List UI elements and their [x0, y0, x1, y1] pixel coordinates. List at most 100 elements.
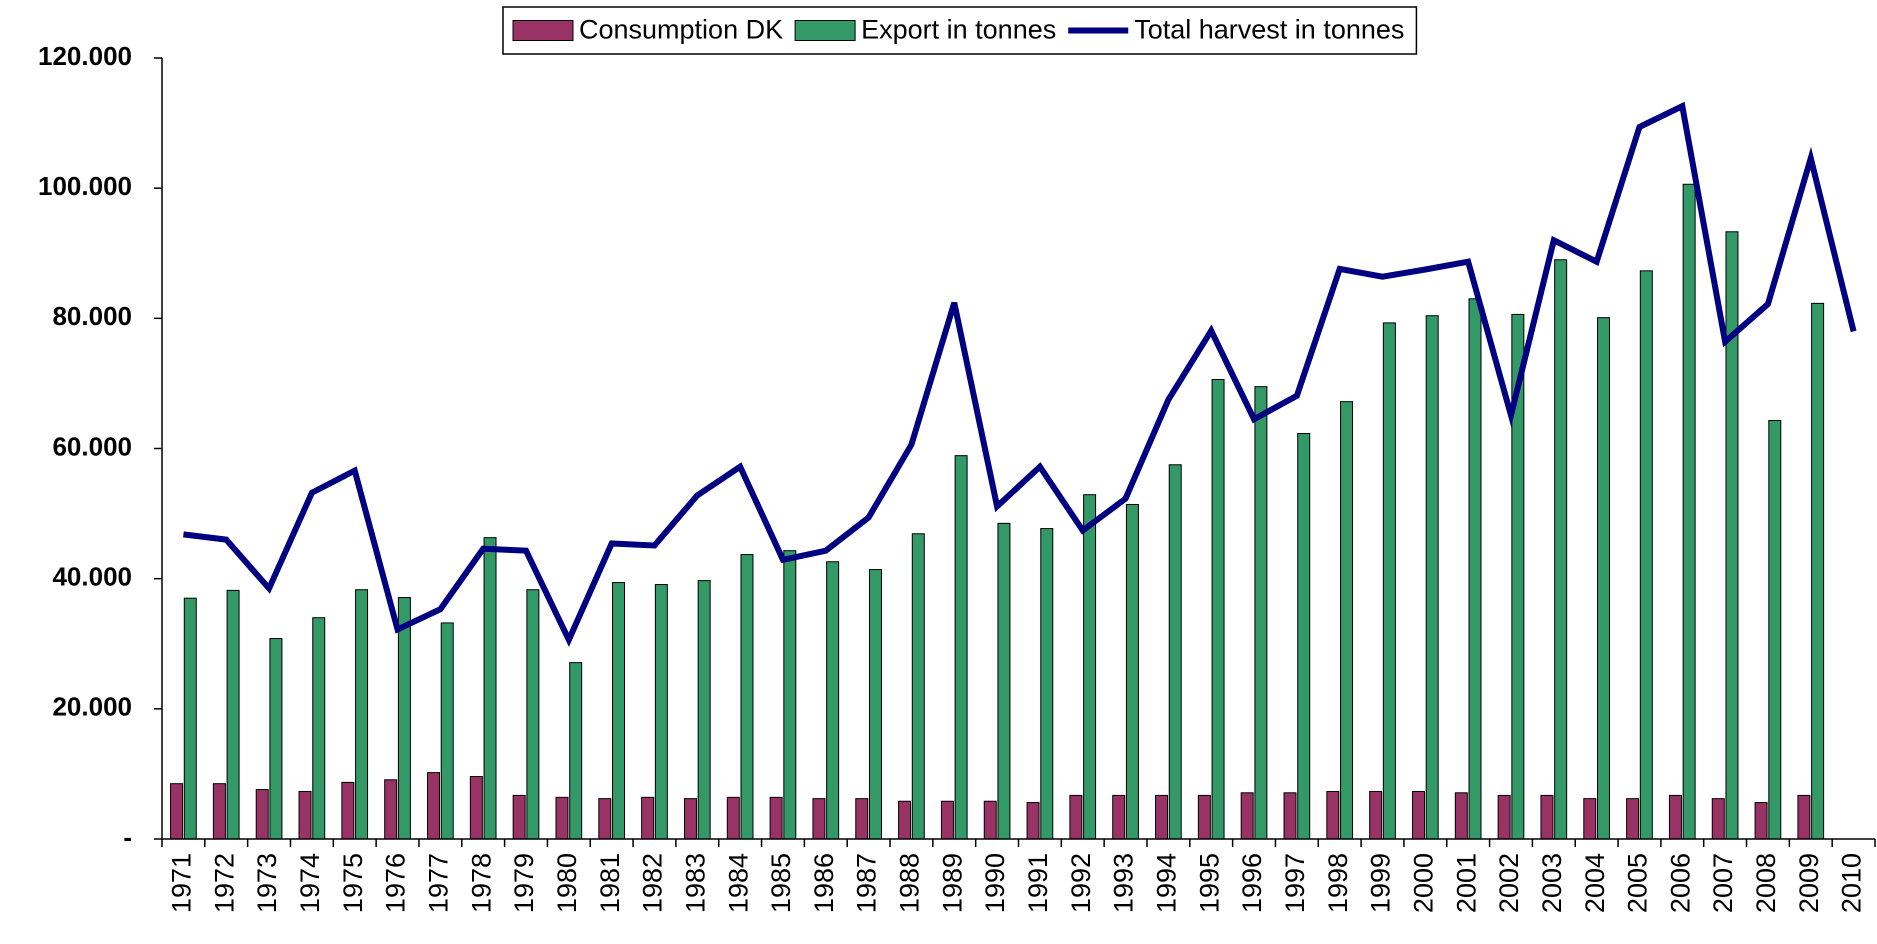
x-tick-label: 1979 — [509, 853, 539, 913]
bar — [1768, 420, 1782, 840]
bar — [1497, 794, 1511, 840]
x-tick-label: 1992 — [1066, 853, 1096, 913]
bar — [1725, 231, 1739, 840]
bar — [855, 798, 869, 840]
bar — [483, 537, 497, 840]
y-tick-label: 100.000 — [38, 171, 132, 201]
bar — [868, 569, 882, 840]
bar — [1682, 183, 1696, 840]
bar — [826, 561, 840, 840]
bar — [1554, 259, 1568, 840]
bar — [898, 800, 912, 840]
bar — [255, 789, 269, 840]
bar — [997, 522, 1011, 840]
x-tick-label: 1993 — [1109, 853, 1139, 913]
x-tick-label: 1980 — [552, 853, 582, 913]
bar — [740, 554, 754, 840]
bar — [812, 798, 826, 840]
bar — [1168, 464, 1182, 840]
x-tick-label: 2006 — [1665, 853, 1695, 913]
bar — [1583, 798, 1597, 840]
x-tick-label: 1990 — [980, 853, 1010, 913]
bar — [1754, 802, 1768, 840]
bar — [226, 589, 240, 840]
x-tick-label: 1983 — [680, 853, 710, 913]
bar — [1639, 270, 1653, 840]
bar — [427, 772, 441, 840]
bar — [954, 455, 968, 840]
bar — [512, 794, 526, 840]
bar — [783, 550, 797, 840]
bar — [769, 796, 783, 840]
x-tick-label: 1991 — [1023, 853, 1053, 913]
y-tick-label: 120.000 — [38, 41, 132, 71]
bar — [1668, 794, 1682, 840]
x-tick-label: 1995 — [1194, 853, 1224, 913]
y-tick-label: - — [123, 822, 132, 852]
y-tick-label: 40.000 — [52, 562, 132, 592]
bar — [526, 589, 540, 840]
x-tick-label: 1988 — [895, 853, 925, 913]
x-tick-label: 1976 — [381, 853, 411, 913]
bar — [170, 783, 184, 840]
x-tick-label: 1984 — [723, 853, 753, 913]
legend-swatch — [512, 20, 574, 41]
x-tick-label: 1975 — [338, 853, 368, 913]
bar — [298, 790, 312, 840]
bar — [1083, 494, 1097, 840]
x-tick-label: 1998 — [1323, 853, 1353, 913]
bar — [1340, 401, 1354, 840]
bar — [1240, 792, 1254, 840]
x-tick-label: 1999 — [1366, 853, 1396, 913]
bar — [555, 796, 569, 840]
x-tick-label: 1978 — [466, 853, 496, 913]
legend-label: Export in tonnes — [861, 15, 1056, 45]
bar — [212, 783, 226, 840]
legend-swatch — [794, 20, 856, 41]
bar — [183, 597, 197, 840]
bar — [384, 779, 398, 840]
bar — [1125, 503, 1139, 840]
x-tick-label: 2007 — [1708, 853, 1738, 913]
x-tick-label: 2008 — [1751, 853, 1781, 913]
bar — [1112, 794, 1126, 840]
x-tick-label: 2003 — [1537, 853, 1567, 913]
y-tick-label: 80.000 — [52, 301, 132, 331]
x-tick-label: 2002 — [1494, 853, 1524, 913]
bar — [726, 796, 740, 840]
bar — [1596, 317, 1610, 840]
bar — [598, 798, 612, 840]
bar — [397, 597, 411, 840]
bar — [355, 589, 369, 840]
bar — [1626, 798, 1640, 840]
bar — [641, 796, 655, 840]
bar — [1369, 790, 1383, 840]
bar — [341, 781, 355, 840]
x-tick-label: 2004 — [1580, 853, 1610, 913]
x-tick-label: 1997 — [1280, 853, 1310, 913]
x-tick-label: 2010 — [1837, 853, 1867, 913]
x-tick-label: 1974 — [295, 853, 325, 913]
x-tick-label: 1986 — [809, 853, 839, 913]
x-tick-label: 1972 — [209, 853, 239, 913]
bar — [983, 800, 997, 840]
bar — [940, 800, 954, 840]
bar — [1297, 433, 1311, 840]
x-tick-label: 1982 — [638, 853, 668, 913]
bar — [1211, 379, 1225, 840]
legend-label: Consumption DK — [579, 15, 783, 45]
bar — [569, 662, 583, 840]
x-tick-label: 1996 — [1237, 853, 1267, 913]
bar — [1040, 528, 1054, 840]
bar — [911, 533, 925, 840]
bar — [1026, 802, 1040, 840]
x-tick-label: 1989 — [937, 853, 967, 913]
x-tick-label: 2005 — [1623, 853, 1653, 913]
x-tick-label: 2009 — [1794, 853, 1824, 913]
bar — [1326, 790, 1340, 840]
x-tick-label: 1977 — [423, 853, 453, 913]
x-tick-label: 1985 — [766, 853, 796, 913]
x-tick-label: 2000 — [1408, 853, 1438, 913]
bar — [1254, 386, 1268, 840]
